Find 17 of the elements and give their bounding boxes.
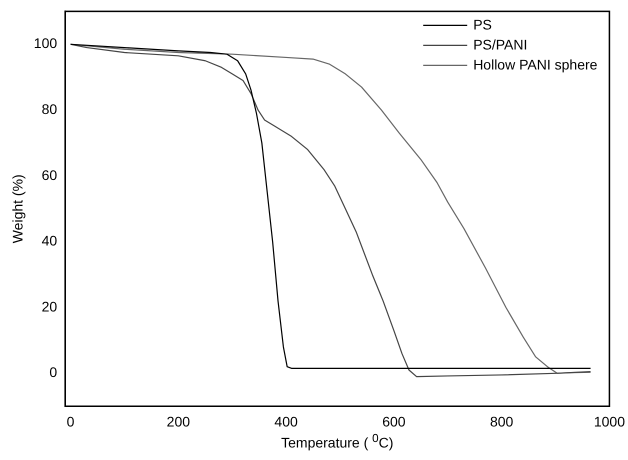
y-tick-label: 40	[42, 232, 58, 249]
y-tick-label: 0	[49, 364, 58, 380]
x-axis-title: Temperature ( $^{0}$C)	[281, 432, 394, 451]
y-tick-label: 60	[42, 166, 58, 183]
y-tick-label: 100	[34, 35, 58, 52]
x-tick-label: 400	[274, 413, 298, 430]
x-tick-label: 200	[166, 413, 190, 430]
x-tick-label: 600	[382, 413, 406, 430]
legend-label: PS/PANI	[473, 36, 528, 52]
x-tick-label: 0	[66, 413, 75, 430]
y-tick-label: 80	[42, 100, 58, 117]
y-tick-label: 20	[42, 298, 58, 314]
legend-label: PS	[473, 16, 492, 32]
x-tick-label: 800	[490, 413, 514, 430]
y-axis-title: Weight (%)	[9, 174, 26, 244]
x-tick-label: 1000	[594, 413, 626, 430]
legend-label: Hollow PANI sphere	[473, 56, 598, 72]
